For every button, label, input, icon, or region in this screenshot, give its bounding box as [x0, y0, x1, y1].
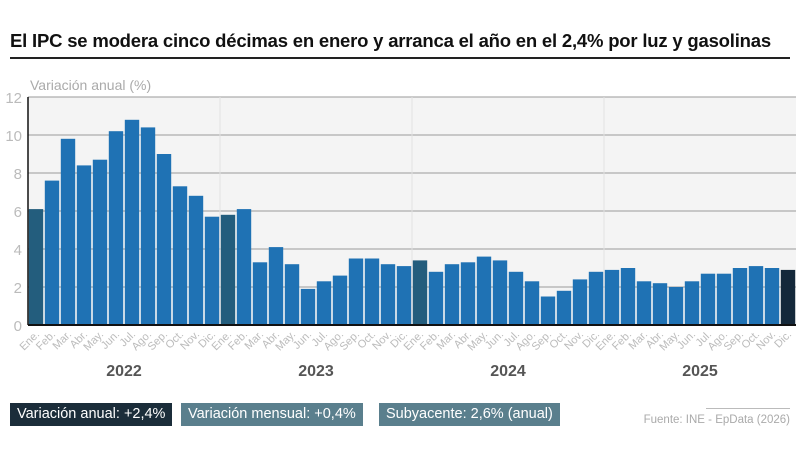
y-tick-label: 8	[14, 166, 22, 183]
bar	[684, 281, 700, 325]
bar	[124, 119, 140, 325]
y-tick-label: 12	[5, 90, 22, 107]
bar	[556, 290, 572, 325]
bar	[476, 256, 492, 325]
bar	[460, 262, 476, 325]
y-tick-label: 0	[14, 318, 22, 335]
bar	[108, 131, 124, 325]
bar	[428, 271, 444, 325]
bar	[604, 269, 620, 325]
bar	[188, 195, 204, 325]
year-label: 2025	[682, 363, 718, 380]
year-label: 2022	[106, 363, 142, 380]
bar	[700, 273, 716, 325]
bar	[172, 186, 188, 325]
bar	[716, 273, 732, 325]
bar	[524, 281, 540, 325]
bar	[572, 279, 588, 325]
bar	[652, 283, 668, 325]
y-tick-label: 4	[14, 242, 22, 259]
year-label: 2023	[298, 363, 334, 380]
source-note: Fuente: INE - EpData (2026)	[643, 414, 790, 426]
bar	[732, 268, 748, 325]
bar	[236, 209, 252, 325]
source-divider	[706, 408, 790, 409]
bar	[348, 258, 364, 325]
bar	[92, 159, 108, 325]
chart-title: El IPC se modera cinco décimas en enero …	[10, 30, 771, 51]
bar	[44, 180, 60, 325]
year-label: 2024	[490, 363, 526, 380]
bar	[540, 296, 556, 325]
bar-chart: Variación anual (%)024681012Ene.Feb.Mar.…	[5, 77, 796, 380]
badge-annual-variation: Variación anual: +2,4%	[10, 403, 173, 426]
bar	[668, 287, 684, 325]
bar	[780, 269, 796, 325]
bar	[204, 216, 220, 325]
bar	[492, 260, 508, 325]
bar	[60, 138, 76, 325]
bar	[332, 275, 348, 325]
bar	[380, 264, 396, 325]
x-tick-label: Dic.	[772, 329, 794, 351]
bar	[156, 154, 172, 325]
badge-core-inflation: Subyacente: 2,6% (anual)	[379, 403, 560, 426]
bar	[620, 268, 636, 325]
bar	[140, 127, 156, 326]
y-tick-label: 6	[14, 204, 22, 221]
bar	[444, 264, 460, 325]
bar	[268, 247, 284, 325]
bar	[508, 271, 524, 325]
bar	[364, 258, 380, 325]
bar	[412, 260, 428, 325]
bar	[284, 264, 300, 325]
y-tick-label: 10	[5, 128, 22, 145]
badge-monthly-variation: Variación mensual: +0,4%	[181, 403, 363, 426]
bar	[316, 281, 332, 325]
bar	[252, 262, 268, 325]
bar	[76, 165, 92, 325]
bar	[300, 288, 316, 325]
title-divider	[10, 57, 790, 59]
y-axis-label: Variación anual (%)	[30, 77, 151, 93]
y-tick-label: 2	[14, 280, 22, 297]
bar	[28, 209, 44, 325]
bar	[748, 266, 764, 325]
bar	[588, 271, 604, 325]
bar	[636, 281, 652, 325]
bar	[396, 266, 412, 325]
bar	[764, 268, 780, 325]
bar	[220, 214, 236, 325]
